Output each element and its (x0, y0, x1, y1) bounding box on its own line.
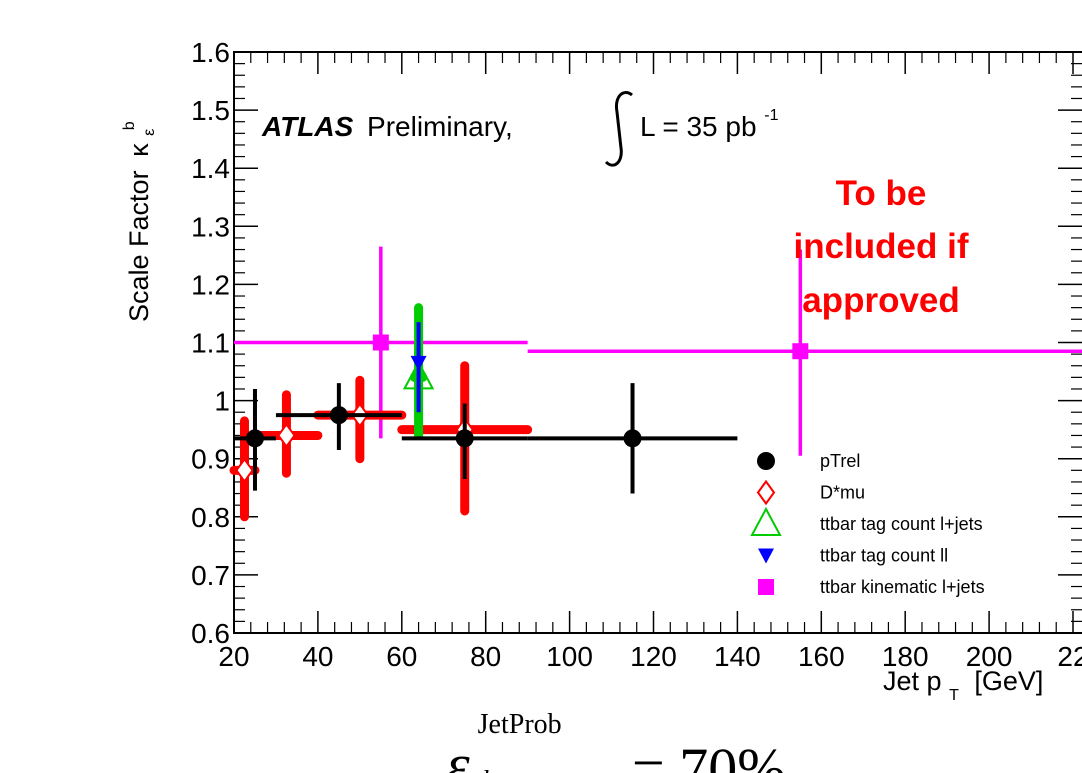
x-tick-label: 80 (470, 641, 501, 672)
prelim-text: Preliminary, (367, 111, 513, 142)
y-tick-label: 1.2 (191, 269, 230, 300)
y-tick-label: 1.5 (191, 95, 230, 126)
marker-point (757, 452, 775, 470)
lumi-sup: -1 (764, 107, 778, 124)
x-tick-label: 120 (630, 641, 677, 672)
legend-label: ttbar tag count ll (820, 546, 948, 566)
formula-rhs: = 70% (632, 736, 786, 773)
y-tick-label: 1.3 (191, 211, 230, 242)
annotation-line-1: To be (836, 174, 927, 213)
x-tick-label: 20 (218, 641, 249, 672)
marker-point (277, 422, 296, 449)
marker-point (750, 506, 782, 536)
formula-sub: b (482, 766, 496, 773)
annotation-line-2: included if (794, 227, 969, 266)
y-tick-label: 0.9 (191, 444, 230, 475)
integral-sign-icon (604, 90, 633, 167)
y-axis-label: Scale Factor (124, 170, 154, 322)
y-axis-sup: b (121, 121, 138, 130)
y-tick-label: 0.7 (191, 560, 230, 591)
formula: ε JetProb (446, 709, 562, 773)
y-tick-label: 1.4 (191, 153, 230, 184)
marker-point (623, 429, 642, 448)
marker-point (758, 548, 774, 564)
x-axis-sub: T (949, 687, 959, 704)
x-tick-label: 22 (1057, 641, 1082, 672)
x-tick-label: 200 (966, 641, 1013, 672)
lumi-text: L = 35 pb (640, 111, 757, 142)
data-series (229, 246, 1082, 522)
legend: pTrel D*mu ttbar tag count l+jets ttbar tag… (750, 451, 985, 597)
y-axis-symbol: κ (124, 143, 154, 157)
legend-label: ttbar kinematic l+jets (820, 577, 985, 597)
marker-point (758, 579, 774, 595)
y-tick-label: 1 (214, 386, 230, 417)
axis-ticks: 20 40 60 80 100 120 140 160 180 200 22 0.6 0.7 0.8 0.9… (191, 37, 1082, 672)
series-ptrel (234, 383, 738, 494)
series-ttbar-kinematic-l-jets (234, 246, 1082, 456)
y-axis-title: Scale Factor κ ε b (121, 121, 160, 322)
x-tick-label: 100 (546, 641, 593, 672)
marker-point (792, 343, 809, 360)
x-tick-label: 60 (386, 641, 417, 672)
lumi-label: L = 35 pb -1 (640, 107, 779, 142)
marker-point (245, 429, 264, 448)
marker-point (756, 479, 776, 506)
formula-sup: JetProb (478, 709, 562, 740)
marker-point (455, 429, 474, 448)
x-tick-label: 180 (882, 641, 929, 672)
x-tick-label: 40 (302, 641, 333, 672)
y-tick-label: 0.6 (191, 618, 230, 649)
x-tick-label: 160 (798, 641, 845, 672)
y-tick-label: 1.1 (191, 328, 230, 359)
y-axis-sub: ε (141, 129, 158, 136)
atlas-label: ATLAS Preliminary, (261, 111, 513, 142)
marker-point (410, 355, 427, 371)
marker-point (329, 406, 348, 425)
marker-point (235, 457, 254, 484)
x-tick-label: 140 (714, 641, 761, 672)
annotation-line-3: approved (802, 281, 960, 320)
legend-label: D*mu (820, 483, 865, 503)
y-tick-label: 0.8 (191, 502, 230, 533)
x-axis-title: Jet p T [GeV] (883, 666, 1043, 706)
y-tick-label: 1.6 (191, 37, 230, 68)
marker-point (372, 334, 389, 351)
x-axis-unit: [GeV] (974, 666, 1043, 696)
legend-label: pTrel (820, 451, 860, 471)
atlas-text: ATLAS (261, 111, 354, 142)
series-ttbar-tag-count-ll (410, 322, 427, 413)
formula-symbol: ε (446, 732, 470, 773)
x-axis-label: Jet p (883, 666, 942, 696)
legend-label: ttbar tag count l+jets (820, 514, 983, 534)
